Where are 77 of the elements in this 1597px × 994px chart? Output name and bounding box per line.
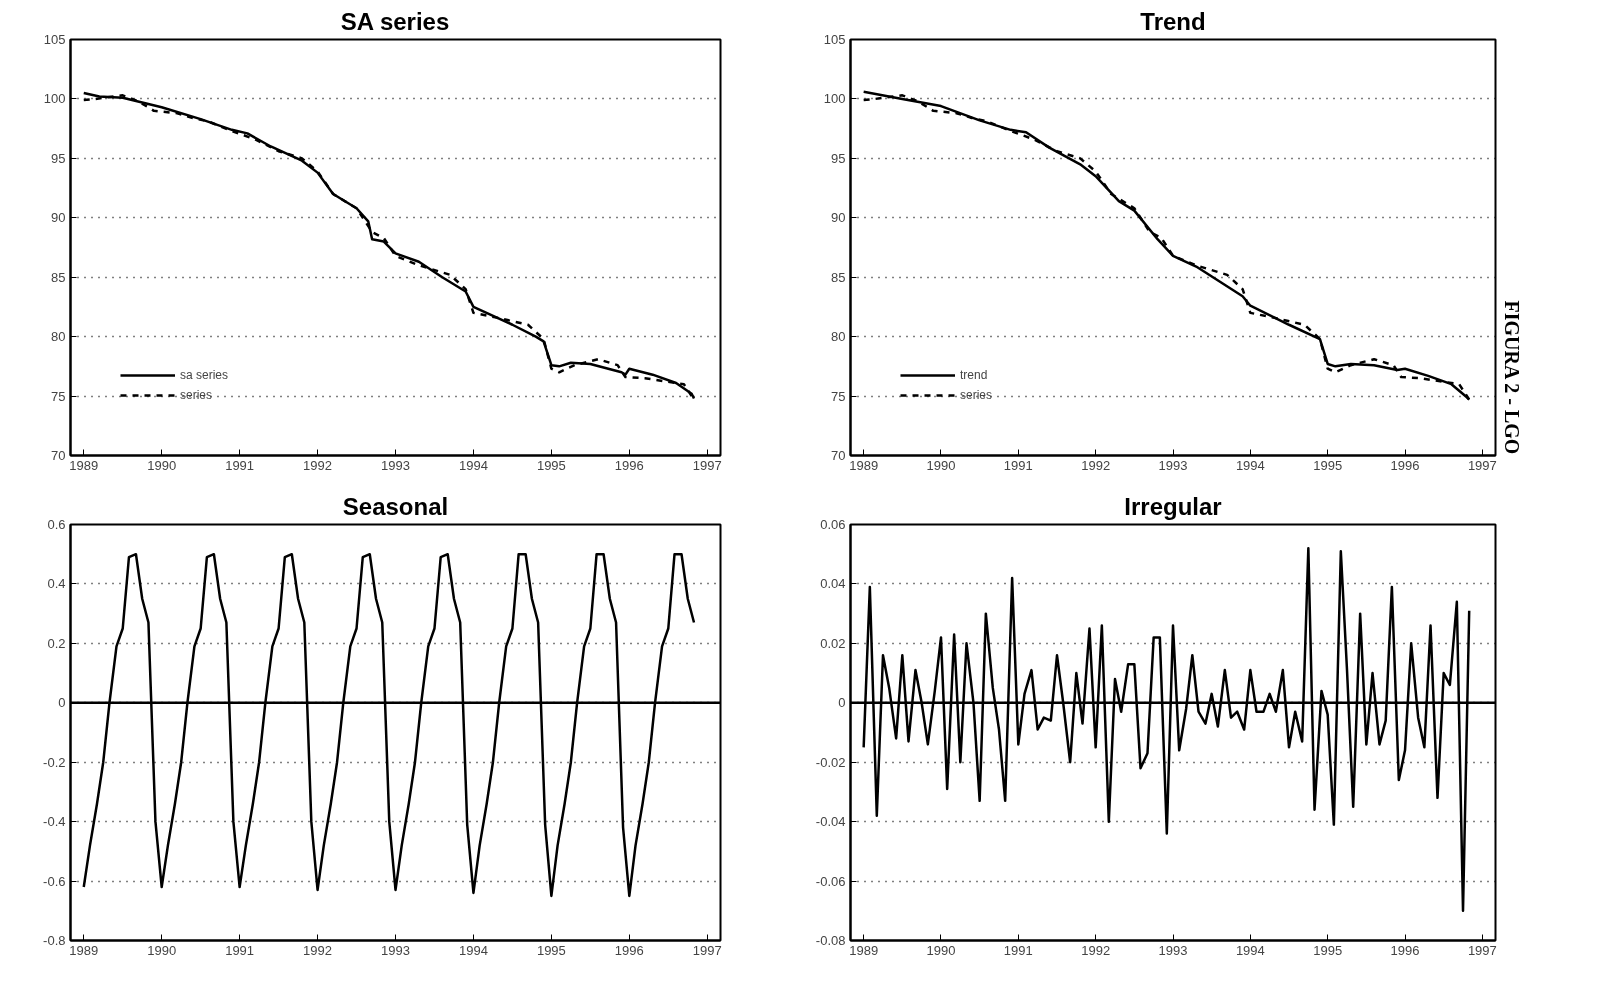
chart-title: Trend: [1140, 7, 1206, 35]
y-tick-label: 85: [831, 269, 846, 285]
chart-title: SA series: [340, 7, 450, 35]
x-tick-label: 1993: [1158, 457, 1188, 473]
x-tick-label: 1991: [225, 942, 255, 958]
y-tick-label: 90: [831, 210, 846, 226]
text: FIGURA 2 - LGO: [1500, 300, 1523, 455]
y-tick-label: 105: [823, 32, 846, 47]
y-tick-label: -0.02: [815, 754, 846, 770]
x-tick-label: 1991: [1003, 942, 1033, 958]
y-tick-label: 70: [831, 448, 846, 463]
y-tick-label: 0.2: [47, 635, 66, 651]
chart-title: Seasonal: [342, 492, 449, 520]
y-tick-label: 0: [838, 695, 846, 711]
legend-label: sa series: [180, 368, 229, 382]
x-tick-label: 1993: [1158, 942, 1188, 958]
x-tick-label: 1994: [458, 942, 488, 958]
x-tick-label: 1993: [381, 457, 410, 473]
x-tick-label: 1990: [147, 457, 177, 473]
x-tick-label: 1989: [69, 942, 99, 958]
x-tick-label: 1994: [458, 457, 488, 473]
x-tick-label: 1990: [147, 942, 177, 958]
x-tick-label: 1997: [692, 942, 722, 958]
x-tick-label: 1994: [1235, 942, 1265, 958]
x-tick-label: 1991: [1003, 457, 1033, 473]
y-tick-label: 0.06: [820, 517, 846, 532]
y-tick-label: 0.4: [47, 576, 66, 592]
y-tick-label: 80: [831, 329, 846, 345]
y-tick-label: 75: [51, 388, 66, 404]
x-tick-label: 1997: [1467, 457, 1497, 473]
y-tick-label: -0.4: [43, 814, 66, 830]
x-tick-label: 1990: [926, 942, 956, 958]
x-tick-label: 1997: [1467, 942, 1497, 958]
x-tick-label: 1996: [1390, 942, 1420, 958]
y-tick-label: -0.06: [815, 873, 846, 889]
y-tick-label: 80: [51, 329, 66, 345]
chart-title: Irregular: [1124, 492, 1222, 520]
x-tick-label: 1995: [1313, 457, 1343, 473]
x-tick-label: 1996: [614, 942, 644, 958]
x-tick-label: 1995: [536, 942, 566, 958]
legend-label: series: [960, 388, 993, 402]
y-tick-label: 100: [823, 91, 846, 107]
y-tick-label: 105: [43, 32, 66, 47]
y-tick-label: -0.2: [43, 754, 66, 770]
x-tick-label: 1991: [225, 457, 255, 473]
y-tick-label: 0: [58, 695, 66, 711]
y-tick-label: 95: [831, 150, 846, 166]
y-tick-label: -0.04: [815, 814, 846, 830]
x-tick-label: 1995: [536, 457, 566, 473]
y-tick-label: 0.6: [47, 517, 66, 532]
x-tick-label: 1992: [303, 457, 333, 473]
y-tick-label: 85: [51, 269, 66, 285]
y-tick-label: -0.6: [43, 873, 66, 889]
y-tick-label: 95: [51, 150, 66, 166]
x-tick-label: 1989: [849, 457, 879, 473]
y-tick-label: 70: [51, 448, 66, 463]
y-tick-label: 0.02: [820, 635, 846, 651]
x-tick-label: 1992: [303, 942, 333, 958]
x-tick-label: 1996: [1390, 457, 1420, 473]
x-tick-label: 1996: [614, 457, 644, 473]
legend-label: trend: [960, 368, 988, 382]
y-tick-label: -0.8: [43, 933, 66, 948]
x-tick-label: 1989: [69, 457, 99, 473]
x-tick-label: 1992: [1081, 942, 1111, 958]
x-tick-label: 1994: [1235, 457, 1265, 473]
y-tick-label: 0.04: [820, 576, 846, 592]
y-tick-label: 90: [51, 210, 66, 226]
y-tick-label: 75: [831, 388, 846, 404]
y-tick-label: -0.08: [815, 933, 846, 948]
legend-label: series: [180, 388, 213, 402]
y-tick-label: 100: [43, 91, 66, 107]
x-tick-label: 1992: [1081, 457, 1111, 473]
x-tick-label: 1995: [1313, 942, 1343, 958]
x-tick-label: 1993: [381, 942, 410, 958]
x-tick-label: 1989: [849, 942, 879, 958]
x-tick-label: 1990: [926, 457, 956, 473]
x-tick-label: 1997: [692, 457, 722, 473]
